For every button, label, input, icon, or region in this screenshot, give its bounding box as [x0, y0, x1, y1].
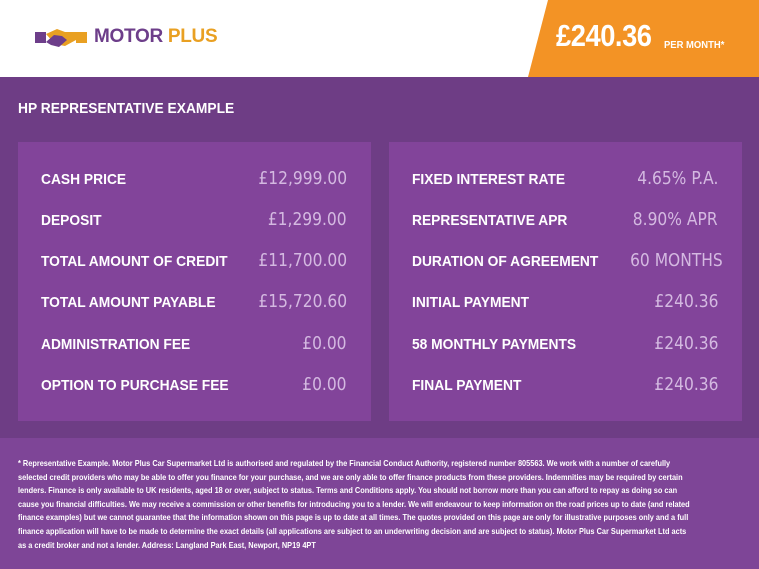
section-title: HP REPRESENTATIVE EXAMPLE	[18, 100, 235, 117]
finance-label: INITIAL PAYMENT	[412, 294, 530, 311]
finance-value: £15,720.60	[258, 291, 347, 312]
finance-value: £1,299.00	[268, 209, 347, 230]
finance-label: OPTION TO PURCHASE FEE	[41, 377, 229, 394]
finance-row: TOTAL AMOUNT OF CREDIT £11,700.00	[41, 250, 347, 274]
finance-label: CASH PRICE	[41, 171, 127, 188]
disclaimer: * Representative Example. Motor Plus Car…	[18, 459, 690, 550]
finance-row: FIXED INTEREST RATE 4.65% P.A.	[412, 168, 718, 192]
finance-row: DURATION OF AGREEMENT 60 MONTHS	[412, 250, 722, 274]
finance-value: 8.90% APR	[633, 209, 718, 230]
finance-row: REPRESENTATIVE APR 8.90% APR	[412, 209, 718, 233]
finance-value: £0.00	[302, 333, 347, 354]
finance-label: DEPOSIT	[41, 212, 102, 229]
finance-row: CASH PRICE £12,999.00	[41, 168, 347, 192]
finance-row: TOTAL AMOUNT PAYABLE £15,720.60	[41, 291, 347, 315]
finance-row: 58 MONTHLY PAYMENTS £240.36	[412, 333, 718, 357]
finance-box-left: CASH PRICE £12,999.00 DEPOSIT £1,299.00 TOTA…	[18, 142, 371, 421]
finance-label: DURATION OF AGREEMENT	[412, 253, 599, 270]
finance-value: £240.36	[653, 333, 718, 354]
finance-value: £0.00	[302, 374, 347, 395]
finance-label: FIXED INTEREST RATE	[412, 171, 566, 188]
logo: MOTOR PLUS	[35, 26, 218, 48]
finance-box-right: FIXED INTEREST RATE 4.65% P.A. REPRESENTAT…	[389, 142, 742, 421]
finance-label: TOTAL AMOUNT PAYABLE	[41, 294, 216, 311]
finance-label: 58 MONTHLY PAYMENTS	[412, 336, 577, 353]
finance-value: 60 MONTHS	[629, 250, 723, 271]
finance-value: £240.36	[653, 374, 718, 395]
per-month-label: PER MONTH*	[664, 39, 725, 51]
logo-text-motor: MOTOR	[94, 26, 163, 47]
finance-row: DEPOSIT £1,299.00	[41, 209, 347, 233]
price-banner: £240.36 PER MONTH*	[528, 0, 759, 77]
finance-value: £240.36	[653, 291, 718, 312]
finance-value: £12,999.00	[258, 168, 347, 189]
finance-label: ADMINISTRATION FEE	[41, 336, 191, 353]
finance-value: £11,700.00	[258, 250, 347, 271]
finance-value: 4.65% P.A.	[636, 168, 718, 189]
finance-label: REPRESENTATIVE APR	[412, 212, 568, 229]
finance-label: TOTAL AMOUNT OF CREDIT	[41, 253, 228, 270]
logo-text-plus: PLUS	[167, 26, 218, 47]
finance-row: OPTION TO PURCHASE FEE £0.00	[41, 374, 347, 398]
finance-row: INITIAL PAYMENT £240.36	[412, 291, 718, 315]
finance-label: FINAL PAYMENT	[412, 377, 522, 394]
monthly-price: £240.36	[556, 18, 652, 53]
finance-row: ADMINISTRATION FEE £0.00	[41, 333, 347, 357]
handshake-icon	[35, 29, 87, 47]
finance-row: FINAL PAYMENT £240.36	[412, 374, 718, 398]
